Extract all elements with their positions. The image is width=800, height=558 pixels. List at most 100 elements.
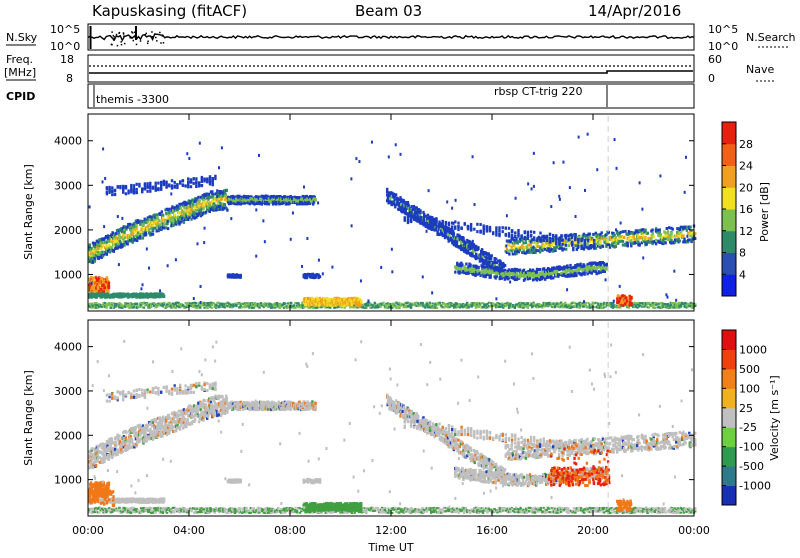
scatter-cell [198, 181, 200, 184]
scatter-cell [395, 306, 397, 308]
scatter-cell [398, 307, 400, 309]
scatter-cell [105, 307, 107, 309]
scatter-cell [549, 233, 551, 236]
scatter-cell [524, 236, 526, 239]
scatter-cell [395, 193, 397, 196]
scatter-cell [432, 219, 434, 222]
scatter-cell [644, 229, 646, 232]
scatter-cell [452, 230, 454, 233]
scatter-cell [653, 235, 655, 238]
nsky-tick-bottom: 10^0 [50, 40, 80, 53]
scatter-cell [143, 307, 145, 309]
scatter-cell [622, 240, 624, 243]
nsky-dot [145, 33, 147, 35]
scatter-cell [193, 177, 195, 180]
scatter-cell [149, 184, 151, 187]
scatter-cell [429, 222, 431, 225]
nsky-dot [147, 42, 149, 44]
scatter-cell [123, 231, 125, 234]
scatter-cell [563, 247, 565, 250]
scatter-cell [524, 278, 526, 281]
scatter-cell [196, 307, 198, 309]
scatter-cell [573, 305, 575, 307]
scatter-cell [587, 239, 589, 242]
scatter-cell [504, 264, 506, 267]
scatter-cell [571, 243, 573, 246]
scatter-cell [176, 186, 178, 189]
scatter-cell [622, 230, 624, 233]
scatter-cell [426, 222, 428, 225]
scatter-cell [187, 206, 189, 209]
scatter-cell [195, 185, 197, 188]
scatter-cell [386, 188, 388, 191]
scatter-cell [202, 207, 204, 210]
scatter-cell [584, 235, 586, 238]
scatter-cell [419, 221, 421, 224]
scatter-cell [473, 228, 475, 231]
scatter-cell [130, 229, 132, 232]
scatter-cell [572, 248, 574, 251]
scatter-cell [664, 237, 666, 240]
scatter-cell [655, 239, 657, 242]
nsky-dot [156, 40, 158, 42]
scatter-cell [575, 244, 577, 247]
scatter-cell [438, 221, 440, 224]
scatter-cell [508, 253, 510, 256]
scatter-cell [536, 239, 538, 242]
scatter-cell [587, 246, 589, 249]
scatter-cell [89, 243, 91, 246]
scatter-cell [565, 234, 567, 237]
scatter-cell [464, 222, 466, 225]
scatter-cell [498, 226, 500, 229]
scatter-cell [465, 263, 467, 266]
scatter-cell [521, 244, 523, 247]
scatter-cell [514, 232, 516, 235]
scatter-cell [552, 250, 554, 253]
scatter-cell [688, 238, 690, 241]
scatter-cell [574, 238, 576, 241]
scatter-cell [679, 240, 681, 243]
nsky-dot [132, 32, 134, 34]
scatter-cell [119, 186, 121, 189]
nsky-dot [117, 45, 119, 47]
scatter-cell [314, 199, 316, 202]
scatter-cell [505, 227, 507, 230]
scatter-cell [651, 229, 653, 232]
scatter-cell [146, 182, 148, 185]
nsky-label: N.Sky [6, 31, 38, 44]
scatter-cell [533, 238, 535, 241]
scatter-cell [686, 229, 688, 232]
scatter-cell [672, 228, 674, 231]
scatter-cell [424, 307, 426, 309]
scatter-cell [195, 302, 197, 304]
scatter-cell [136, 239, 138, 242]
nsky-dot [135, 34, 137, 36]
scatter-cell [627, 242, 629, 245]
scatter-cell [212, 183, 214, 186]
scatter-cell [481, 248, 483, 251]
scatter-cell [583, 248, 585, 251]
scatter-cell [162, 214, 164, 217]
scatter-cell [165, 186, 167, 189]
scatter-cell [135, 223, 137, 226]
scatter-cell [508, 227, 510, 230]
scatter-cell [527, 302, 529, 304]
scatter-cell [601, 231, 603, 234]
scatter-cell [647, 232, 649, 235]
scatter-cell [108, 189, 110, 192]
scatter-cell [565, 237, 567, 240]
scatter-cell [470, 226, 472, 229]
scatter-cell [499, 260, 501, 263]
freq-tick-top: 18 [60, 53, 74, 66]
scatter-cell [514, 235, 516, 238]
nsky-dot [162, 35, 164, 37]
scatter-cell [218, 306, 220, 308]
station-title: Kapuskasing (fitACF) [92, 2, 247, 20]
scatter-cell [190, 180, 192, 183]
scatter-cell [404, 218, 406, 221]
scatter-cell [495, 258, 497, 261]
scatter-cell [127, 243, 129, 246]
scatter-cell [590, 244, 592, 247]
scatter-cell [195, 180, 197, 183]
scatter-cell [623, 236, 625, 239]
